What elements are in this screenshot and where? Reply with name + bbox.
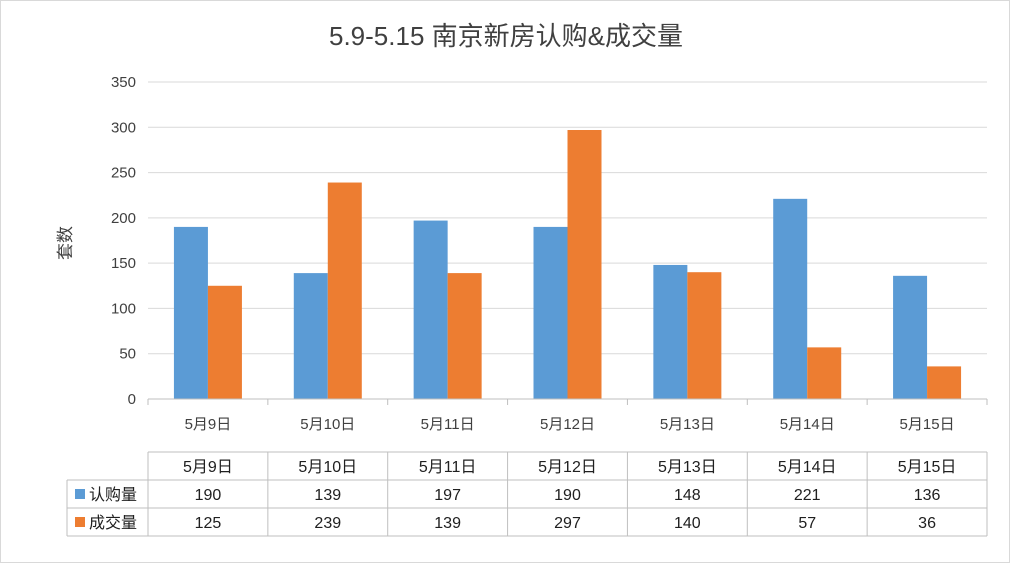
bar-deal bbox=[927, 366, 962, 399]
x-tick-label: 5月14日 bbox=[780, 416, 835, 433]
y-tick-label: 300 bbox=[111, 119, 136, 136]
table-value-cell: 125 bbox=[195, 515, 222, 532]
table-value-cell: 239 bbox=[314, 515, 341, 532]
bars bbox=[173, 130, 962, 399]
chart-title: 5.9-5.15 南京新房认购&成交量 bbox=[329, 21, 683, 51]
table-value-cell: 297 bbox=[554, 515, 581, 532]
legend-label: 认购量 bbox=[89, 486, 137, 504]
legend-swatch bbox=[75, 517, 85, 527]
table-value-cell: 36 bbox=[918, 515, 936, 532]
bar-deal bbox=[807, 347, 842, 399]
table-value-cell: 136 bbox=[914, 487, 941, 504]
table-value-cell: 57 bbox=[798, 515, 816, 532]
y-tick-label: 100 bbox=[111, 300, 136, 317]
table-header-cell: 5月10日 bbox=[298, 459, 357, 476]
x-tick-label: 5月12日 bbox=[540, 416, 595, 433]
bar-subscription bbox=[173, 226, 208, 399]
x-tick-label: 5月9日 bbox=[185, 416, 232, 433]
y-tick-label: 350 bbox=[111, 74, 136, 91]
bar-subscription bbox=[413, 220, 448, 399]
y-tick-label: 200 bbox=[111, 210, 136, 227]
table-value-cell: 139 bbox=[314, 487, 341, 504]
bar-subscription bbox=[653, 264, 688, 399]
table-value-cell: 139 bbox=[434, 515, 461, 532]
x-tick-label: 5月13日 bbox=[660, 416, 715, 433]
table-header-cell: 5月9日 bbox=[183, 459, 233, 476]
y-axis-label: 套数 bbox=[56, 226, 75, 260]
y-tick-label: 50 bbox=[119, 346, 136, 363]
bar-deal bbox=[687, 272, 722, 399]
bar-subscription bbox=[773, 198, 808, 399]
bar-deal bbox=[327, 182, 362, 399]
x-tick-label: 5月10日 bbox=[300, 416, 355, 433]
axes: 0 50 100 150 200 250 300 350 5月9日 5月10日 5月11日 5月12日… bbox=[111, 74, 988, 433]
bar-deal bbox=[447, 273, 482, 399]
y-tick-label: 150 bbox=[111, 255, 136, 272]
table-header-cell: 5月12日 bbox=[538, 459, 597, 476]
legend-swatch bbox=[75, 489, 85, 499]
table-value-cell: 148 bbox=[674, 487, 701, 504]
bar-deal bbox=[567, 130, 602, 399]
x-tick-label: 5月15日 bbox=[900, 416, 955, 433]
legend-label: 成交量 bbox=[89, 514, 137, 532]
table-header-cell: 5月15日 bbox=[898, 459, 957, 476]
y-tick-label: 250 bbox=[111, 165, 136, 182]
bar-subscription bbox=[533, 226, 568, 399]
table-value-cell: 140 bbox=[674, 515, 701, 532]
table-header-cell: 5月14日 bbox=[778, 459, 837, 476]
bar-deal bbox=[207, 285, 242, 399]
table-header-cell: 5月13日 bbox=[658, 459, 717, 476]
table-value-cell: 221 bbox=[794, 487, 821, 504]
y-tick-label: 0 bbox=[128, 391, 136, 408]
table-value-cell: 190 bbox=[195, 487, 222, 504]
bar-subscription bbox=[893, 275, 928, 399]
table-header-cell: 5月11日 bbox=[419, 459, 477, 476]
bar-subscription bbox=[293, 273, 328, 399]
table-value-cell: 197 bbox=[434, 487, 461, 504]
x-tick-label: 5月11日 bbox=[421, 416, 475, 433]
table-value-cell: 190 bbox=[554, 487, 581, 504]
